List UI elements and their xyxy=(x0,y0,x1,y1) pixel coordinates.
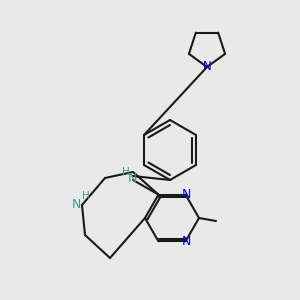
Text: H: H xyxy=(82,191,90,201)
Text: N: N xyxy=(71,197,81,211)
Text: N: N xyxy=(182,235,191,248)
Text: H: H xyxy=(122,167,130,177)
Text: N: N xyxy=(127,172,137,185)
Text: N: N xyxy=(202,61,211,74)
Text: N: N xyxy=(182,188,191,201)
